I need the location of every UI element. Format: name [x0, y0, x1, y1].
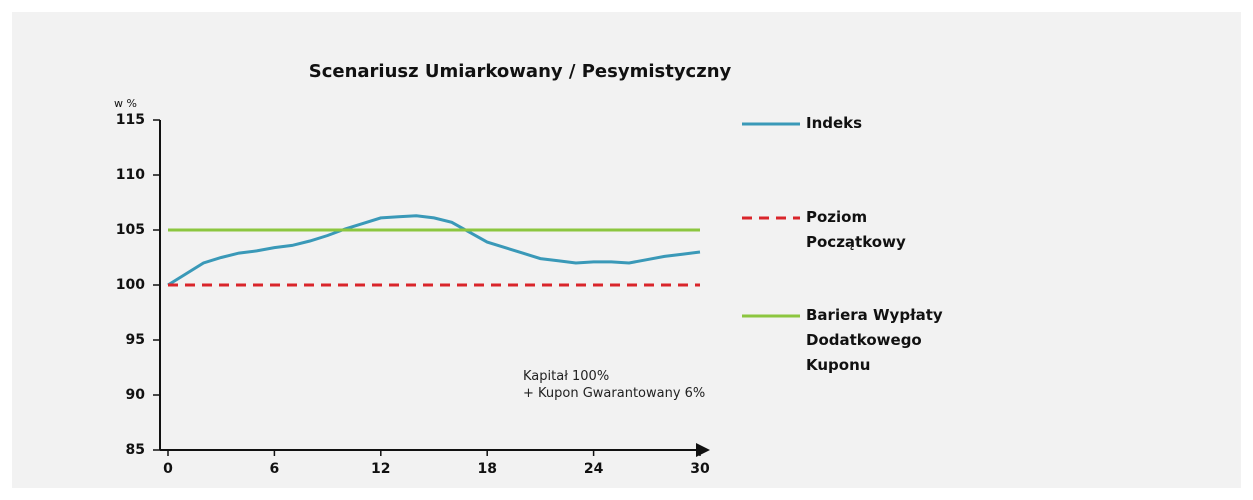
y-tick-label: 100 [116, 277, 145, 293]
x-tick-label: 24 [584, 461, 604, 477]
x-tick-label: 18 [477, 461, 496, 477]
legend-label: Indeks [806, 114, 863, 132]
annotation-line: Kapitał 100% [523, 369, 610, 384]
x-tick-label: 30 [690, 461, 710, 477]
chart-title: Scenariusz Umiarkowany / Pesymistyczny [309, 61, 732, 82]
x-tick-label: 12 [371, 461, 390, 477]
y-tick-label: 115 [116, 112, 145, 128]
x-tick-label: 6 [270, 461, 280, 477]
y-tick-label: 105 [116, 222, 145, 238]
annotation-line: + Kupon Gwarantowany 6% [523, 386, 706, 401]
legend-label: Bariera Wypłaty Dodatkowego Kuponu [806, 306, 943, 374]
y-tick-label: 95 [126, 332, 145, 348]
series-line [167, 214, 701, 287]
y-tick-label: 110 [116, 167, 145, 183]
y-tick-label: 85 [126, 442, 145, 458]
y-tick-label: 90 [126, 387, 146, 403]
y-axis-label: w % [114, 97, 137, 110]
legend-label: Poziom Początkowy [806, 208, 906, 251]
x-tick-label: 0 [163, 461, 173, 477]
annotation: Kapitał 100% + Kupon Gwarantowany 6% [523, 368, 705, 402]
panel [12, 12, 1241, 488]
